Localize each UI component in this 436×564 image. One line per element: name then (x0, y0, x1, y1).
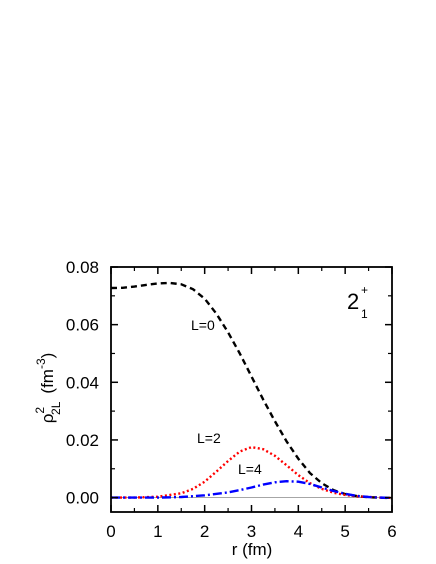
y-tick-label: 0.08 (66, 258, 99, 277)
curve-label-L0: L=0 (191, 317, 215, 333)
y-tick-label: 0.06 (66, 316, 99, 335)
curve-label-L2: L=2 (197, 430, 221, 446)
x-tick-label: 0 (106, 522, 115, 541)
y-title-sub: 2L (49, 401, 63, 415)
y-title-rho: ρ (38, 414, 57, 424)
x-tick-label: 1 (153, 522, 162, 541)
y-tick-label: 0.00 (66, 489, 99, 508)
x-tick-label: 5 (340, 522, 349, 541)
y-title-unit: (fm (38, 369, 57, 394)
state-label-sup: + (361, 283, 368, 297)
y-title-unit-close: ) (38, 353, 57, 359)
x-axis-title: r (fm) (232, 540, 273, 559)
curve-label-L4: L=4 (238, 461, 262, 477)
ticks-group: 0 1 2 3 4 5 60.000.020.040.060.08 (66, 258, 397, 541)
curve-L2 (111, 445, 393, 500)
x-tick-label: 3 (247, 522, 256, 541)
curve-L4 (111, 480, 393, 500)
x-tick-label: 4 (294, 522, 303, 541)
curves-group (110, 281, 393, 500)
x-tick-label: 2 (200, 522, 209, 541)
state-label-sub: 1 (361, 307, 368, 321)
x-tick-label: 6 (387, 522, 396, 541)
y-axis-title: ρ2 2L (fm-3) (33, 353, 63, 424)
state-label: 2 (347, 289, 359, 314)
y-title-unit-power: -3 (34, 358, 48, 369)
y-title-power: 2 (33, 407, 47, 414)
y-tick-label: 0.04 (66, 373, 99, 392)
y-tick-label: 0.02 (66, 431, 99, 450)
